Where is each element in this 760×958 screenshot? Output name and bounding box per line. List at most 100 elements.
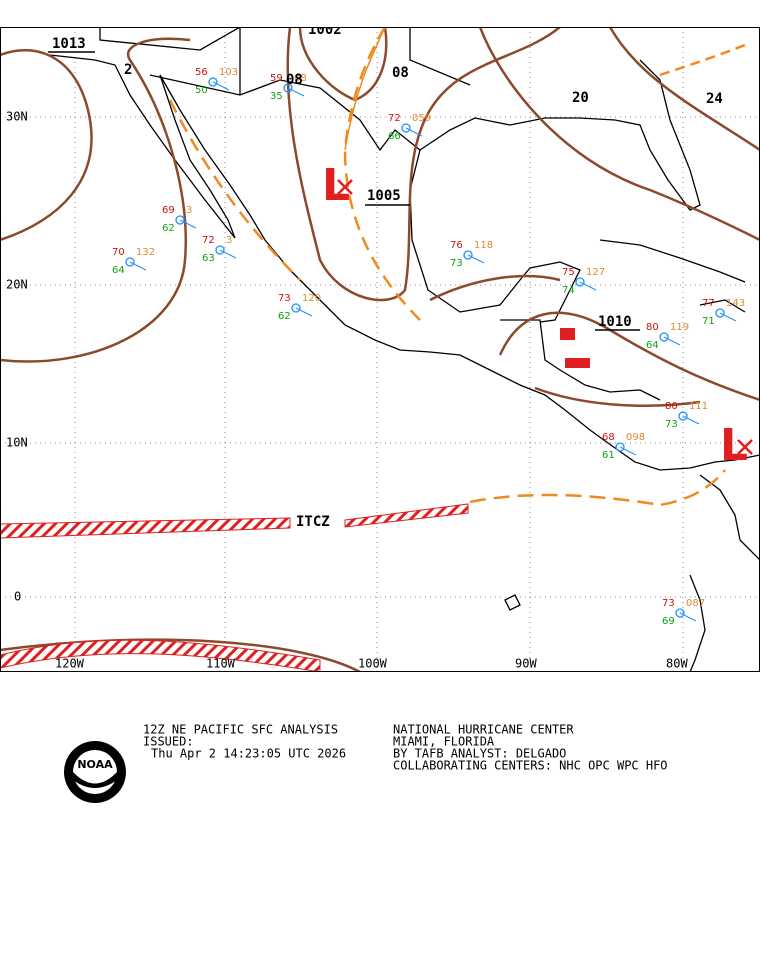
- station-temp: 75: [562, 267, 575, 278]
- station-dew: 62: [278, 311, 291, 322]
- station-pressure: 08: [294, 73, 307, 84]
- station-marker: [675, 608, 685, 618]
- station-pressure: 127: [586, 267, 605, 278]
- wind-barb: [682, 415, 700, 425]
- station-temp: 70: [112, 247, 125, 258]
- station-marker: [715, 308, 725, 318]
- graticule: [0, 27, 760, 672]
- lon-label: 100W: [358, 657, 388, 671]
- footer-time: Thu Apr 2 14:23:05 UTC 2026: [151, 747, 346, 761]
- station-pressure: 059: [412, 113, 431, 124]
- lat-label: 20N: [6, 278, 28, 292]
- footer-title: 12Z NE PACIFIC SFC ANALYSIS: [143, 723, 338, 737]
- isobar-label: 1010: [598, 314, 632, 330]
- station-pressure: 087: [686, 598, 705, 609]
- wind-barb: [179, 219, 197, 229]
- station-marker: [401, 123, 411, 133]
- isobar-label: 1013: [52, 36, 86, 52]
- station-marker: [291, 303, 301, 313]
- station-temp: 76: [450, 240, 463, 251]
- isobar-label: 2: [124, 62, 132, 78]
- isobar-label: 20: [572, 90, 589, 106]
- fronts: [168, 27, 746, 507]
- low-center: [337, 179, 753, 455]
- footer-location: MIAMI, FLORIDA: [393, 735, 495, 749]
- station-pressure: 120: [302, 293, 321, 304]
- station-pressure: 132: [136, 247, 155, 258]
- station-marker: [283, 83, 293, 93]
- station-dew: 64: [646, 340, 659, 351]
- wind-barb: [663, 336, 681, 346]
- isobar-label: 08: [392, 65, 409, 81]
- wind-barb: [619, 446, 637, 456]
- lon-label: 120W: [55, 657, 85, 671]
- station-dew: 71: [702, 316, 715, 327]
- wind-barb: [679, 612, 697, 622]
- station-marker: [659, 332, 669, 342]
- station-temp: 73: [278, 293, 291, 304]
- station-marker: [208, 77, 218, 87]
- station-plots: 5650103593508696237064132726337362120767…: [112, 67, 745, 627]
- station-marker: [215, 245, 225, 255]
- lat-label: 0: [14, 590, 21, 604]
- wind-barb: [719, 312, 737, 322]
- station-marker: [575, 277, 585, 287]
- coastlines: [49, 27, 760, 672]
- station-pressure: 111: [689, 401, 708, 412]
- station-temp: 69: [162, 205, 175, 216]
- lon-label: 90W: [515, 657, 537, 671]
- station-pressure: 103: [219, 67, 238, 78]
- noaa-logo-wave: [73, 772, 117, 788]
- map-background: [0, 27, 760, 672]
- station-temp: 68: [602, 432, 615, 443]
- station-marker: [463, 250, 473, 260]
- station-dew: 62: [162, 223, 175, 234]
- station-dew: 73: [665, 419, 678, 430]
- wind-barb: [219, 249, 237, 259]
- station-marker: [678, 411, 688, 421]
- wind-barb: [129, 261, 147, 271]
- label-underline: [48, 51, 640, 331]
- footer: NOAA 12Z NE PACIFIC SFC ANALYSIS ISSUED:…: [64, 723, 668, 803]
- isobar-label: 08: [286, 72, 303, 88]
- station-dew: 50: [195, 85, 208, 96]
- wind-barb: [405, 127, 423, 137]
- isobar-label: 1005: [367, 188, 401, 204]
- station-temp: 80: [665, 401, 678, 412]
- wind-barb: [212, 81, 230, 91]
- lon-label: 110W: [206, 657, 236, 671]
- station-dew: 69: [662, 616, 675, 627]
- station-marker: [175, 215, 185, 225]
- logo-text: NOAA: [77, 758, 113, 771]
- station-pressure: 143: [726, 298, 745, 309]
- lat-label: 30N: [6, 110, 28, 124]
- station-temp: 80: [646, 322, 659, 333]
- isobar-label: 1002: [308, 22, 342, 38]
- station-temp: 56: [195, 67, 208, 78]
- station-dew: 61: [602, 450, 615, 461]
- wind-barb: [467, 254, 485, 264]
- station-dew: 63: [202, 253, 215, 264]
- footer-collaborating: COLLABORATING CENTERS: NHC OPC WPC HFO: [393, 759, 668, 773]
- station-temp: 77: [702, 298, 715, 309]
- map-labels: 1013 1002 2 08 08 20 24 1005 1010 ITCZ L…: [6, 22, 753, 671]
- itcz: [0, 328, 590, 672]
- station-dew: 35: [270, 91, 283, 102]
- station-pressure: 3: [186, 205, 192, 216]
- station-marker: [615, 442, 625, 452]
- station-pressure: 119: [670, 322, 689, 333]
- station-temp: 72: [388, 113, 401, 124]
- footer-issued: ISSUED:: [143, 735, 194, 749]
- station-pressure: 3: [226, 235, 232, 246]
- itcz-label: ITCZ: [296, 514, 330, 530]
- station-temp: 73: [662, 598, 675, 609]
- lat-label: 10N: [6, 436, 28, 450]
- station-pressure: 118: [474, 240, 493, 251]
- footer-analyst: BY TAFB ANALYST: DELGADO: [393, 747, 566, 761]
- station-dew: 64: [112, 265, 125, 276]
- wind-barb: [295, 307, 313, 317]
- isobars: [0, 27, 760, 672]
- footer-center: NATIONAL HURRICANE CENTER: [393, 723, 574, 737]
- wind-barb: [287, 87, 305, 97]
